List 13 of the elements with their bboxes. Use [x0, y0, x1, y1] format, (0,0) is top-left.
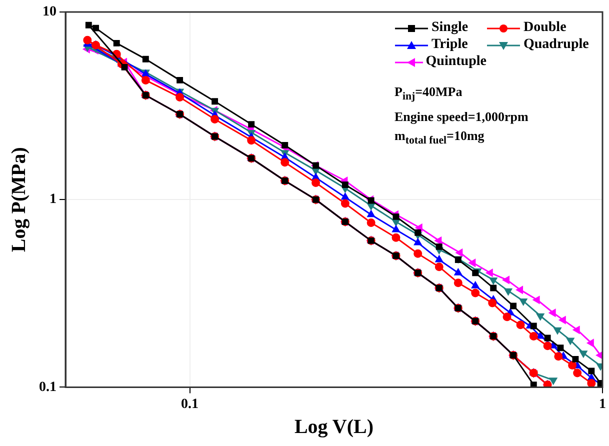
- legend-label: Double: [524, 20, 566, 36]
- legend-label: Triple: [432, 37, 468, 53]
- annotation: Engine speed=1,000rpm: [394, 108, 530, 126]
- y-tick-label: 1: [50, 192, 56, 208]
- legend-label: Quintuple: [426, 54, 486, 70]
- x-axis-title: Log V(L): [294, 416, 374, 438]
- legend-label: Quadruple: [524, 37, 589, 53]
- y-tick-label: 10: [42, 4, 56, 20]
- legend-label: Single: [432, 20, 468, 36]
- y-axis-title: Log P(MPa): [8, 147, 30, 252]
- y-tick-label: 0.1: [39, 380, 56, 395]
- annotation: m$_{total fuel}$=10mg: [394, 126, 486, 148]
- annotation: P$_{inj}$=40MPa: [394, 83, 464, 105]
